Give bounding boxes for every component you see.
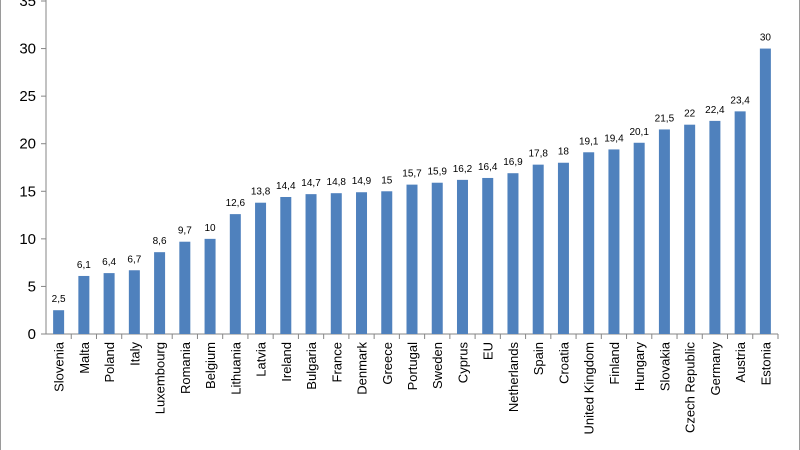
data-label: 13,8 <box>251 187 271 198</box>
data-label: 30 <box>760 33 772 44</box>
data-label: 6,1 <box>77 260 91 271</box>
data-label: 22,4 <box>705 105 725 116</box>
bar <box>532 164 544 334</box>
bar <box>557 162 569 334</box>
category-label: Belgium <box>203 342 218 389</box>
category-label: Malta <box>77 341 92 374</box>
category-label: Luxembourg <box>153 342 168 414</box>
bar <box>456 179 468 334</box>
category-label: Spain <box>531 342 546 375</box>
bar <box>633 142 645 334</box>
data-label: 15 <box>381 175 393 186</box>
category-label: Ireland <box>279 342 294 382</box>
category-label: Bulgaria <box>304 341 319 389</box>
bar <box>204 238 216 334</box>
bar <box>381 191 393 334</box>
y-tick-label: 25 <box>19 88 36 105</box>
category-label: Finland <box>607 342 622 385</box>
data-label: 15,9 <box>428 167 448 178</box>
category-label: Latvia <box>254 341 269 376</box>
data-label: 16,4 <box>478 162 498 173</box>
y-tick-label: 30 <box>19 41 36 58</box>
data-label: 6,4 <box>102 257 116 268</box>
category-label: United Kingdom <box>582 342 597 435</box>
bar <box>684 124 696 334</box>
category-label: Hungary <box>632 342 647 392</box>
category-label: Estonia <box>758 341 773 385</box>
bar <box>229 214 241 334</box>
bar <box>128 270 140 334</box>
bar <box>507 173 519 334</box>
data-label: 8,6 <box>153 236 167 247</box>
data-label: 19,4 <box>604 133 624 144</box>
data-label: 12,6 <box>226 198 246 209</box>
category-label: France <box>329 342 344 382</box>
bar <box>305 194 317 334</box>
bar <box>154 252 166 334</box>
data-label: 18 <box>558 147 570 158</box>
bar <box>734 111 746 334</box>
bar <box>78 275 90 334</box>
category-label: Austria <box>733 341 748 382</box>
category-label: Poland <box>102 342 117 382</box>
y-tick-label: 15 <box>19 183 36 200</box>
y-tick-label: 0 <box>28 326 36 343</box>
data-label: 15,7 <box>402 169 422 180</box>
category-label: Czech Republic <box>683 342 698 434</box>
data-label: 9,7 <box>178 226 192 237</box>
bar <box>280 196 292 334</box>
data-label: 19,1 <box>579 136 599 147</box>
data-label: 10 <box>205 223 217 234</box>
category-label: Croatia <box>556 341 571 384</box>
bar <box>330 193 342 334</box>
data-label: 20,1 <box>629 127 649 138</box>
bar <box>658 129 670 334</box>
data-label: 23,4 <box>730 95 750 106</box>
category-label: Cyprus <box>455 342 470 384</box>
bar <box>431 182 443 334</box>
data-label: 6,7 <box>127 254 141 265</box>
bar <box>482 177 494 334</box>
data-label: 17,8 <box>528 149 548 160</box>
y-tick-label: 5 <box>28 278 36 295</box>
y-tick-label: 10 <box>19 231 36 248</box>
data-label: 21,5 <box>655 113 675 124</box>
bar <box>406 184 418 334</box>
category-label: Denmark <box>355 342 370 395</box>
bar <box>709 120 721 334</box>
bar <box>103 273 115 334</box>
category-label: Greece <box>380 342 395 385</box>
y-tick-label: 35 <box>19 0 36 10</box>
category-label: Germany <box>708 342 723 396</box>
bar <box>583 152 595 334</box>
bar <box>759 48 771 334</box>
data-label: 16,9 <box>503 157 523 168</box>
data-label: 16,2 <box>453 164 473 175</box>
category-label: Netherlands <box>506 342 521 413</box>
category-label: Romania <box>178 341 193 394</box>
bar <box>255 202 267 334</box>
data-label: 14,9 <box>352 176 372 187</box>
category-label: EU <box>481 342 496 360</box>
bar <box>179 241 191 334</box>
category-label: Lithuania <box>228 341 243 395</box>
bar <box>356 192 368 334</box>
bar <box>53 310 65 334</box>
data-label: 14,7 <box>301 178 321 189</box>
y-tick-label: 20 <box>19 136 36 153</box>
category-label: Slovenia <box>52 341 67 392</box>
category-label: Slovakia <box>657 341 672 391</box>
data-label: 14,4 <box>276 181 296 192</box>
category-label: Italy <box>127 342 142 366</box>
data-label: 14,8 <box>327 177 347 188</box>
bar <box>608 149 620 334</box>
category-label: Portugal <box>405 342 420 391</box>
data-label: 22 <box>684 109 696 120</box>
data-label: 2,5 <box>52 294 66 305</box>
category-label: Sweden <box>430 342 445 389</box>
